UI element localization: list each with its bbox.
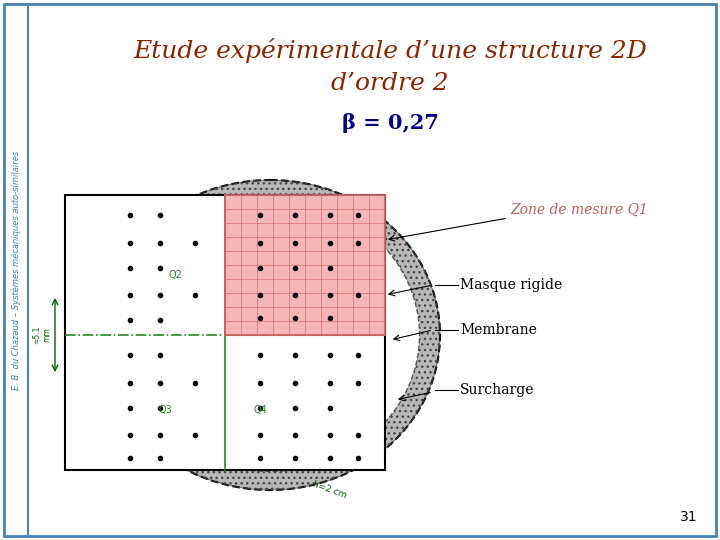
Bar <box>225 195 385 335</box>
Text: Zone de mesure Q1: Zone de mesure Q1 <box>510 203 648 217</box>
Text: 31: 31 <box>680 510 698 524</box>
Text: Q4: Q4 <box>253 405 267 415</box>
Ellipse shape <box>120 199 420 471</box>
Text: Q2: Q2 <box>168 270 182 280</box>
Text: Etude expérimentale d’une structure 2D: Etude expérimentale d’une structure 2D <box>133 38 647 63</box>
Text: β = 0,27: β = 0,27 <box>341 113 438 133</box>
Text: Surcharge: Surcharge <box>460 383 534 397</box>
Bar <box>65 195 385 470</box>
Text: E. B. du Chazaud – Systèmes mécaniques auto-similaires: E. B. du Chazaud – Systèmes mécaniques a… <box>12 150 21 390</box>
Text: ≈5.1
mm: ≈5.1 mm <box>32 326 52 344</box>
Text: Membrane: Membrane <box>460 323 537 337</box>
Text: Q3: Q3 <box>158 405 172 415</box>
Text: h=2 cm: h=2 cm <box>312 480 348 500</box>
Ellipse shape <box>100 180 440 490</box>
Text: Masque rigide: Masque rigide <box>460 278 562 292</box>
Text: d’ordre 2: d’ordre 2 <box>331 72 449 95</box>
